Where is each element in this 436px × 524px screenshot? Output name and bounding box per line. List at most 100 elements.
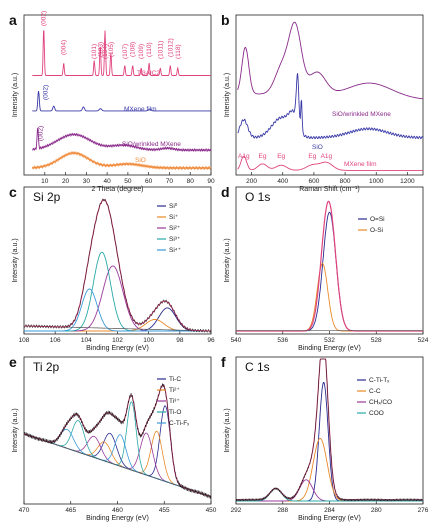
legend-entry: Si²⁺ bbox=[169, 225, 181, 232]
measured-spectrum bbox=[23, 383, 212, 499]
x-tick-label: 470 bbox=[19, 507, 30, 514]
series-label: Ti3AlC2 bbox=[137, 70, 160, 77]
series-sio-raman-line bbox=[237, 73, 424, 140]
legend-entry: O=Si bbox=[370, 216, 385, 223]
series-mxene-film-line bbox=[32, 91, 211, 112]
component-peak bbox=[236, 211, 423, 332]
x-tick-label: 450 bbox=[206, 507, 217, 514]
background-line bbox=[23, 433, 212, 498]
y-axis-label: Intensity (a.u.) bbox=[224, 238, 231, 282]
series-label: MXene film bbox=[344, 161, 377, 168]
x-tick-label: 104 bbox=[81, 337, 92, 344]
series-sio-line bbox=[31, 150, 212, 171]
x-axis-label: 2 Theta (degree) bbox=[91, 186, 143, 193]
y-axis-label: Intensity (a.u.) bbox=[224, 408, 231, 452]
peak-label: (110) bbox=[146, 42, 153, 57]
x-tick-label: 40 bbox=[103, 178, 111, 185]
panel-title: Ti 2p bbox=[33, 360, 60, 374]
series-sio-mxene-raman-line bbox=[237, 21, 423, 100]
y-axis-label: Intensity (a.u.) bbox=[12, 73, 19, 117]
legend-entry: Ti-C bbox=[169, 376, 181, 383]
x-tick-label: 292 bbox=[231, 507, 242, 514]
legend-entry: O-Si bbox=[370, 227, 383, 234]
panel-b-frame bbox=[235, 14, 424, 176]
x-tick-label: 98 bbox=[176, 337, 184, 344]
peak-label: (002) bbox=[41, 11, 48, 26]
legend-entry: C-Ti-Tₓ bbox=[369, 377, 390, 384]
component-peak bbox=[23, 420, 212, 498]
peak-label: (109) bbox=[138, 44, 145, 59]
x-tick-label: 288 bbox=[277, 507, 288, 514]
panel-a-frame bbox=[23, 14, 212, 176]
panel-d-frame bbox=[235, 186, 424, 335]
legend-entry: C-Ti-Fₓ bbox=[169, 420, 190, 427]
x-tick-label: 80 bbox=[187, 178, 195, 185]
envelope-fit bbox=[236, 200, 423, 332]
y-axis-label: Intensity (a.u.) bbox=[12, 408, 19, 452]
x-axis-label: Binding Energy (eV) bbox=[86, 515, 149, 522]
component-peak bbox=[24, 265, 211, 332]
x-tick-label: 284 bbox=[324, 507, 335, 514]
raman-mode-label: A1g bbox=[238, 153, 250, 160]
raman-mode-label: Eg bbox=[277, 153, 285, 160]
x-axis-label: Raman Shift (cm⁻¹) bbox=[299, 186, 359, 193]
measured-spectrum bbox=[23, 198, 212, 333]
x-tick-label: 1200 bbox=[400, 178, 415, 185]
panel-title: C 1s bbox=[245, 360, 270, 374]
x-tick-label: 280 bbox=[371, 507, 382, 514]
raman-mode-label: Eg bbox=[259, 153, 267, 160]
x-tick-label: 96 bbox=[207, 337, 215, 344]
series-sio-mxene-line bbox=[32, 127, 212, 153]
x-axis-label: Binding Energy (eV) bbox=[86, 345, 149, 352]
y-axis-label: Intensity (a.u.) bbox=[224, 73, 231, 117]
x-tick-label: 600 bbox=[308, 178, 319, 185]
x-tick-label: 528 bbox=[371, 337, 382, 344]
x-tick-label: 532 bbox=[324, 337, 335, 344]
component-peak bbox=[24, 288, 211, 332]
x-tick-label: 102 bbox=[112, 337, 123, 344]
peak-label: (104) bbox=[102, 44, 109, 59]
series-mxene-raman-line bbox=[237, 155, 423, 171]
series-label: MXene film bbox=[124, 106, 157, 113]
x-tick-label: 800 bbox=[340, 178, 351, 185]
legend-entry: CHₓ/CO bbox=[369, 399, 392, 406]
x-tick-label: 10 bbox=[41, 178, 49, 185]
panel-letter: d bbox=[221, 184, 230, 200]
panel-e-frame bbox=[23, 356, 212, 505]
panel-letter: f bbox=[221, 354, 226, 370]
component-peak bbox=[24, 307, 211, 332]
component-peak bbox=[24, 251, 211, 332]
legend-entry: Si³⁺ bbox=[169, 236, 181, 243]
peak-label: (004) bbox=[61, 40, 68, 55]
peak-label: (1012) bbox=[167, 38, 174, 57]
series-label: SiO bbox=[135, 157, 146, 164]
series-label: SiO/wrinkled MXene bbox=[332, 111, 391, 118]
x-tick-label: 276 bbox=[418, 507, 429, 514]
x-tick-label: 70 bbox=[166, 178, 174, 185]
x-tick-label: 30 bbox=[83, 178, 91, 185]
x-axis-label: Binding Energy (eV) bbox=[298, 515, 361, 522]
x-tick-label: 540 bbox=[231, 337, 242, 344]
x-tick-label: 100 bbox=[143, 337, 154, 344]
component-peak bbox=[236, 381, 423, 502]
legend-entry: Si⁰ bbox=[169, 202, 178, 210]
x-tick-label: 536 bbox=[277, 337, 288, 344]
legend-entry: COO bbox=[369, 410, 384, 417]
x-tick-label: 50 bbox=[124, 178, 132, 185]
x-tick-label: 200 bbox=[246, 178, 257, 185]
x-tick-label: 20 bbox=[62, 178, 70, 185]
panel-letter: c bbox=[9, 184, 17, 200]
peak-label: (101) bbox=[91, 44, 98, 59]
x-tick-label: 455 bbox=[159, 507, 170, 514]
peak-label: (108) bbox=[130, 42, 137, 57]
x-tick-label: 108 bbox=[19, 337, 30, 344]
peak-label: (1011) bbox=[157, 41, 164, 59]
legend-entry: C-C bbox=[369, 388, 381, 395]
panel-letter: e bbox=[9, 354, 17, 370]
y-axis-label: Intensity (a.u.) bbox=[12, 238, 19, 282]
raman-mode-label: Eg bbox=[308, 153, 316, 160]
peak-label: (002) bbox=[38, 126, 45, 141]
peak-label: (103) bbox=[97, 42, 104, 57]
panel-letter: a bbox=[9, 12, 17, 28]
